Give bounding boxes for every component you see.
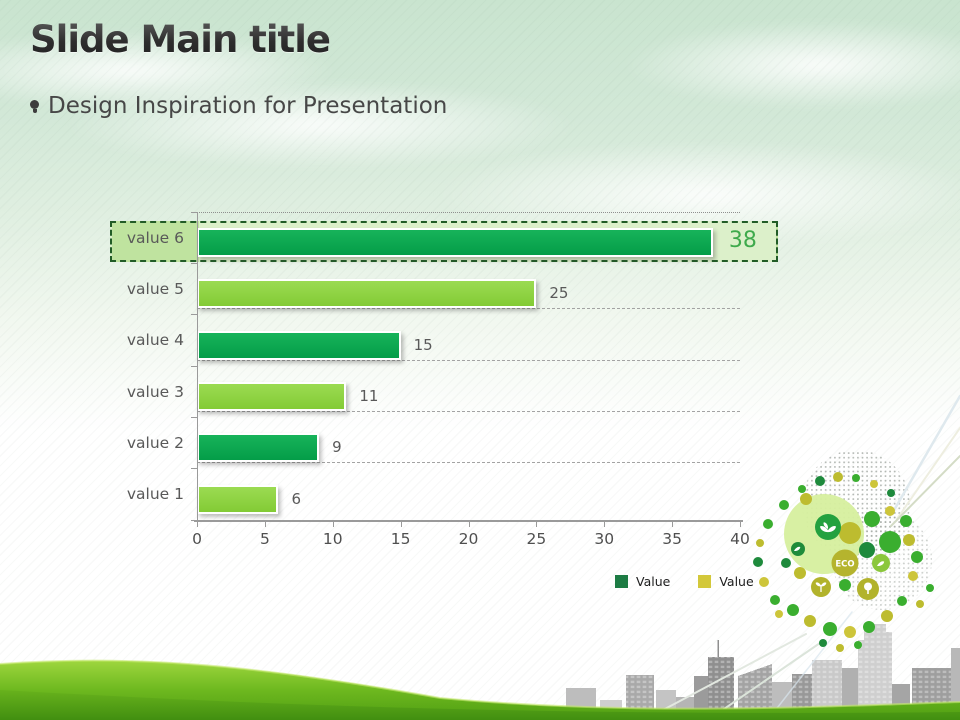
legend-swatch (615, 575, 628, 588)
category-label: value 6 (126, 228, 184, 247)
y-axis-tick (191, 365, 197, 367)
row-gridline (197, 308, 740, 310)
chart-row: value 6 38 (110, 212, 757, 263)
plot-top-border (197, 212, 740, 213)
value-label: 9 (332, 438, 342, 457)
value-label: 6 (291, 489, 301, 508)
x-axis-tick (400, 522, 402, 527)
chart-row: value 4 15 (110, 315, 740, 366)
value-label: 25 (549, 284, 569, 303)
x-axis-tick (536, 522, 538, 527)
x-axis: 0 5 10 15 20 25 30 35 40 (192, 212, 750, 622)
x-axis-tick (264, 522, 266, 527)
x-axis-label: 35 (662, 530, 682, 548)
y-axis-tick (191, 416, 197, 418)
cloud-decoration (0, 30, 340, 110)
legend-item[interactable]: Value (698, 574, 754, 589)
x-axis-label: 20 (458, 530, 479, 548)
x-axis-label: 25 (526, 530, 547, 548)
bar-track: 6 (197, 469, 740, 520)
y-axis-tick (191, 211, 197, 213)
bar-track: 25 (197, 263, 740, 314)
x-axis-tick (604, 522, 606, 527)
legend-label: Value (719, 574, 754, 589)
legend-swatch (698, 575, 712, 588)
bar-value-1[interactable] (197, 484, 279, 514)
slide-header: Slide Main title Design Inspiration for … (30, 18, 447, 119)
bar-track: 38 (197, 212, 757, 263)
y-axis-line (197, 212, 198, 520)
page-title: Slide Main title (30, 18, 447, 61)
row-gridline (197, 410, 740, 412)
category-label: value 2 (126, 433, 184, 452)
bar-value-5[interactable] (197, 279, 537, 309)
x-axis-line (194, 520, 743, 522)
bar-track: 11 (197, 366, 740, 417)
x-axis-label: 10 (322, 530, 343, 548)
y-axis-tick (191, 314, 197, 316)
bar-value-6[interactable] (197, 228, 713, 257)
x-axis-tick (672, 522, 674, 527)
x-axis-tick (740, 522, 741, 527)
bar-chart[interactable]: value 6 38 value 5 25 value 4 15 value 3 11 valu… (110, 211, 790, 622)
category-label: value 3 (126, 382, 184, 401)
bar-value-4[interactable] (197, 330, 401, 360)
x-axis-tick (332, 522, 334, 527)
category-label: value 4 (126, 331, 184, 350)
x-axis-tick (197, 522, 198, 527)
bulb-bullet-icon (30, 100, 39, 113)
x-axis-label: 5 (259, 530, 270, 548)
value-label: 11 (359, 386, 379, 405)
chart-legend: Value Value (615, 574, 754, 589)
legend-item[interactable]: Value (615, 574, 670, 589)
x-axis-label: 15 (390, 530, 411, 548)
category-label: value 1 (126, 485, 184, 504)
y-axis-tick (191, 262, 197, 264)
slide-subtitle: Design Inspiration for Presentation (48, 93, 448, 119)
category-label: value 5 (126, 279, 184, 298)
x-axis-label: 40 (730, 530, 750, 548)
x-axis-tick (468, 522, 470, 527)
x-axis-label: 30 (594, 530, 615, 548)
cloud-decoration (620, 20, 960, 110)
row-gridline (197, 359, 740, 361)
chart-rows: value 6 38 value 5 25 value 4 15 value 3 11 valu… (110, 212, 757, 520)
value-label: 15 (413, 335, 433, 354)
chart-row: value 1 6 (110, 469, 740, 520)
slide-subtitle-row: Design Inspiration for Presentation (30, 93, 447, 119)
bar-value-3[interactable] (197, 381, 347, 411)
chart-row: value 5 25 (110, 263, 740, 314)
chart-row: value 2 9 (110, 417, 740, 468)
row-gridline (197, 462, 740, 464)
bar-value-2[interactable] (197, 433, 320, 463)
bar-track: 15 (197, 315, 740, 366)
y-axis-tick (191, 468, 197, 470)
value-label: 38 (728, 228, 757, 253)
chart-row: value 3 11 (110, 366, 740, 417)
x-axis-label: 0 (192, 530, 202, 548)
legend-label: Value (636, 574, 671, 589)
bar-track: 9 (197, 417, 740, 468)
